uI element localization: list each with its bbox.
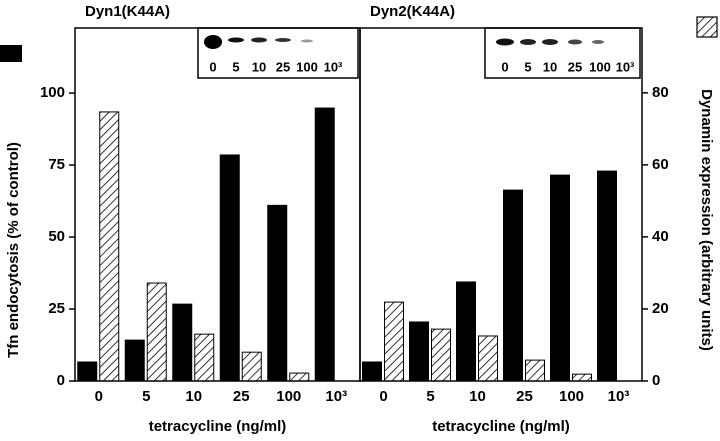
y-tick-label: 100 bbox=[40, 84, 65, 101]
inset-lane-label: 100 bbox=[296, 59, 318, 74]
inset-lane-label: 100 bbox=[589, 59, 611, 74]
y2-tick-label: 0 bbox=[652, 372, 660, 389]
x-tick-label: 25 bbox=[516, 388, 533, 405]
bar bbox=[503, 189, 523, 382]
inset-lane-label: 5 bbox=[524, 59, 531, 74]
bar bbox=[124, 339, 145, 382]
bar-hatched bbox=[525, 359, 545, 382]
inset-lane-label: 25 bbox=[276, 59, 290, 74]
bar-hatched bbox=[478, 335, 498, 382]
plot-frame bbox=[359, 27, 643, 382]
inset-lane-label: 10³ bbox=[616, 59, 635, 74]
bar-hatched bbox=[146, 282, 167, 382]
y-tick-label: 25 bbox=[48, 300, 65, 317]
x-axis-label: tetracycline (ng/ml) bbox=[149, 418, 287, 435]
x-tick-label: 100 bbox=[559, 388, 584, 405]
y2-tick-label: 60 bbox=[652, 156, 669, 173]
y-tick-label: 0 bbox=[57, 372, 65, 389]
x-tick-label: 0 bbox=[95, 388, 103, 405]
bar bbox=[362, 361, 382, 382]
bar-hatched bbox=[572, 373, 592, 382]
bar bbox=[409, 321, 429, 382]
bar bbox=[456, 281, 476, 382]
inset-lane-label: 0 bbox=[501, 59, 508, 74]
x-tick-label: 10³ bbox=[608, 388, 630, 405]
panel-title: Dyn1(K44A) bbox=[85, 3, 170, 20]
y2-axis-label: Dynamin expression (arbitrary units) bbox=[698, 89, 715, 351]
y-tick-label: 75 bbox=[48, 156, 65, 173]
bar bbox=[550, 174, 570, 382]
x-tick-label: 25 bbox=[233, 388, 250, 405]
inset-lane-label: 10 bbox=[252, 59, 266, 74]
x-tick-label: 10 bbox=[469, 388, 486, 405]
y2-tick-label: 20 bbox=[652, 300, 669, 317]
bar-hatched bbox=[431, 328, 451, 382]
y-axis-label: Tfn endocytosis (% of control) bbox=[5, 142, 22, 358]
x-axis-label: tetracycline (ng/ml) bbox=[432, 418, 570, 435]
bar bbox=[219, 154, 240, 382]
x-tick-label: 10³ bbox=[325, 388, 347, 405]
legend-solid-swatch bbox=[0, 45, 22, 62]
bar bbox=[314, 107, 335, 382]
bar bbox=[267, 204, 288, 382]
bar-hatched bbox=[99, 111, 120, 382]
bar-hatched bbox=[289, 372, 310, 382]
bar-hatched bbox=[194, 333, 215, 382]
legend-hatch-swatch bbox=[696, 16, 718, 38]
bar-hatched bbox=[384, 301, 404, 382]
inset-lane-label: 5 bbox=[232, 59, 239, 74]
inset-lane-label: 0 bbox=[209, 59, 216, 74]
inset-lane-label: 10 bbox=[543, 59, 557, 74]
bar bbox=[597, 170, 617, 382]
inset-lane-label: 10³ bbox=[324, 59, 343, 74]
x-tick-label: 5 bbox=[426, 388, 434, 405]
inset-lane-label: 25 bbox=[568, 59, 582, 74]
x-tick-label: 0 bbox=[379, 388, 387, 405]
x-tick-label: 5 bbox=[142, 388, 150, 405]
x-tick-label: 10 bbox=[185, 388, 202, 405]
bar bbox=[172, 303, 193, 382]
y-tick-label: 50 bbox=[48, 228, 65, 245]
y2-tick-label: 40 bbox=[652, 228, 669, 245]
panel-title: Dyn2(K44A) bbox=[370, 3, 455, 20]
inset-blot bbox=[197, 27, 359, 79]
bar-hatched bbox=[241, 351, 262, 382]
y2-tick-label: 80 bbox=[652, 84, 669, 101]
x-tick-label: 100 bbox=[276, 388, 301, 405]
bar bbox=[77, 361, 98, 382]
